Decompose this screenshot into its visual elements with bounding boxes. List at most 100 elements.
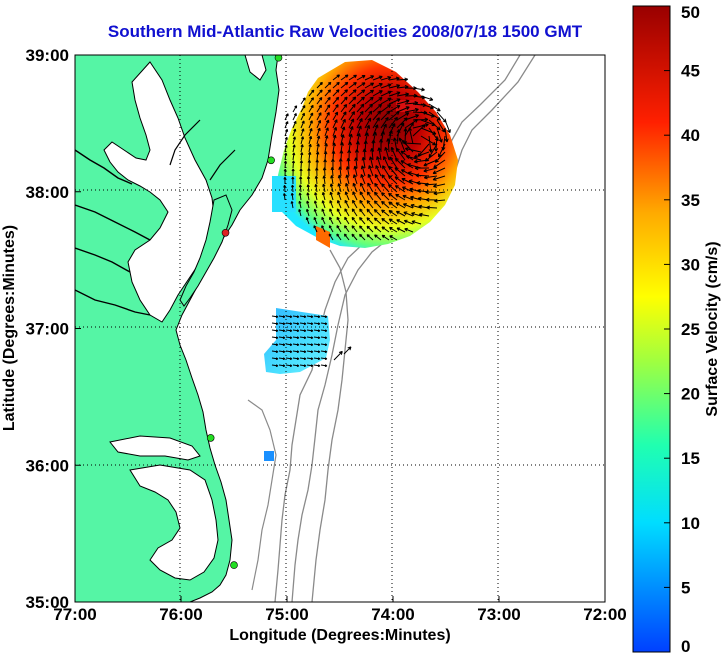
velocity-arrow (332, 74, 340, 81)
velocity-arrow (299, 357, 307, 361)
velocity-arrow (395, 193, 406, 201)
velocity-arrow (320, 357, 328, 361)
velocity-arrow (384, 146, 390, 161)
velocity-arrow (373, 191, 382, 201)
velocity-arrow (344, 216, 350, 225)
velocity-arrow (291, 160, 296, 169)
velocity-arrow (356, 125, 362, 137)
velocity-arrow (278, 364, 286, 368)
velocity-arrow (278, 329, 286, 333)
velocity-arrow (428, 135, 433, 153)
velocity-arrow (307, 151, 312, 161)
velocity-arrow (332, 104, 339, 113)
velocity-arrow (356, 89, 366, 97)
velocity-arrow (285, 343, 293, 347)
velocity-arrow (329, 191, 334, 201)
velocity-arrow (433, 191, 446, 196)
velocity-arrow (347, 149, 352, 161)
velocity-arrow (372, 83, 383, 89)
velocity-arrow (433, 183, 446, 188)
x-tick-label: 77:00 (53, 605, 96, 624)
velocity-arrow (316, 143, 320, 153)
velocity-arrow (324, 96, 331, 105)
station-marker (274, 55, 283, 62)
velocity-arrow (337, 174, 342, 185)
velocity-arrow (306, 322, 314, 326)
velocity-arrow (372, 110, 382, 121)
velocity-arrow (348, 74, 357, 81)
velocity-arrow (321, 208, 326, 217)
velocity-arrow (299, 329, 307, 333)
velocity-arrow (362, 148, 367, 161)
river-york (75, 247, 131, 273)
velocity-arrow (423, 175, 438, 180)
velocity-arrow (316, 112, 322, 121)
velocity-arrow (332, 96, 340, 105)
velocity-arrow (292, 350, 300, 354)
pamlico-sound (129, 464, 219, 581)
colorbar-tick-label: 10 (681, 514, 700, 533)
velocity-arrow (324, 89, 332, 97)
velocity-arrow (320, 343, 328, 347)
y-tick-label: 38:00 (26, 183, 69, 202)
velocity-arrow (411, 212, 422, 217)
velocity-arrow (395, 202, 406, 209)
velocity-arrow (324, 81, 332, 89)
velocity-arrow (418, 212, 430, 217)
velocity-arrow (381, 217, 390, 225)
velocity-arrow (345, 182, 350, 193)
velocity-arrow (308, 97, 314, 105)
velocity-arrow (351, 216, 358, 225)
velocity-arrow (292, 336, 300, 340)
x-axis-ticks: 77:00 76:00 75:00 74:00 73:00 72:00 (53, 596, 627, 624)
bathymetry-contour-slope (291, 55, 536, 602)
velocity-arrow (336, 216, 342, 225)
velocity-arrow (380, 76, 392, 81)
velocity-arrow (283, 184, 287, 193)
velocity-arrow (380, 104, 392, 113)
colorbar-tick-label: 20 (681, 385, 700, 404)
velocity-arrow (330, 166, 335, 177)
velocity-arrow (285, 322, 293, 326)
velocity-arrow (396, 147, 406, 161)
velocity-arrow (373, 208, 382, 217)
velocity-arrow (428, 111, 441, 121)
velocity-arrow (348, 103, 356, 113)
velocity-arrow (285, 350, 293, 354)
velocity-arrow (299, 336, 307, 340)
velocity-arrow (284, 113, 289, 121)
velocity-arrow (380, 97, 392, 105)
velocity-vectors (271, 74, 451, 368)
velocity-arrow (298, 209, 302, 217)
velocity-arrow (271, 357, 279, 361)
velocity-arrow (338, 166, 343, 177)
velocity-arrow (345, 166, 350, 177)
velocity-arrow (336, 233, 342, 241)
velocity-arrow (308, 89, 315, 97)
velocity-arrow (340, 134, 345, 145)
velocity-arrow (381, 200, 390, 209)
velocity-arrow (298, 192, 302, 201)
velocity-arrow (413, 151, 430, 159)
velocity-arrow (292, 105, 298, 113)
velocity-arrow (324, 111, 330, 121)
y-tick-label: 35:00 (26, 593, 69, 612)
velocity-arrow (322, 175, 326, 185)
velocity-arrow (278, 350, 286, 354)
velocity-arrow (324, 104, 331, 113)
velocity-arrow (316, 119, 322, 129)
velocity-arrow (432, 167, 446, 175)
colorbar-tick-label: 15 (681, 449, 700, 468)
velocity-arrow (340, 74, 349, 81)
velocity-arrow (364, 96, 374, 105)
velocity-arrow (314, 183, 318, 193)
velocity-arrow (381, 183, 390, 193)
velocity-arrow (364, 117, 372, 129)
velocity-arrow (400, 169, 414, 177)
velocity-arrow (315, 151, 320, 161)
velocity-arrow (331, 150, 336, 161)
velocity-arrow (377, 147, 382, 161)
velocity-arrow (372, 117, 380, 129)
velocity-arrow (321, 200, 326, 209)
